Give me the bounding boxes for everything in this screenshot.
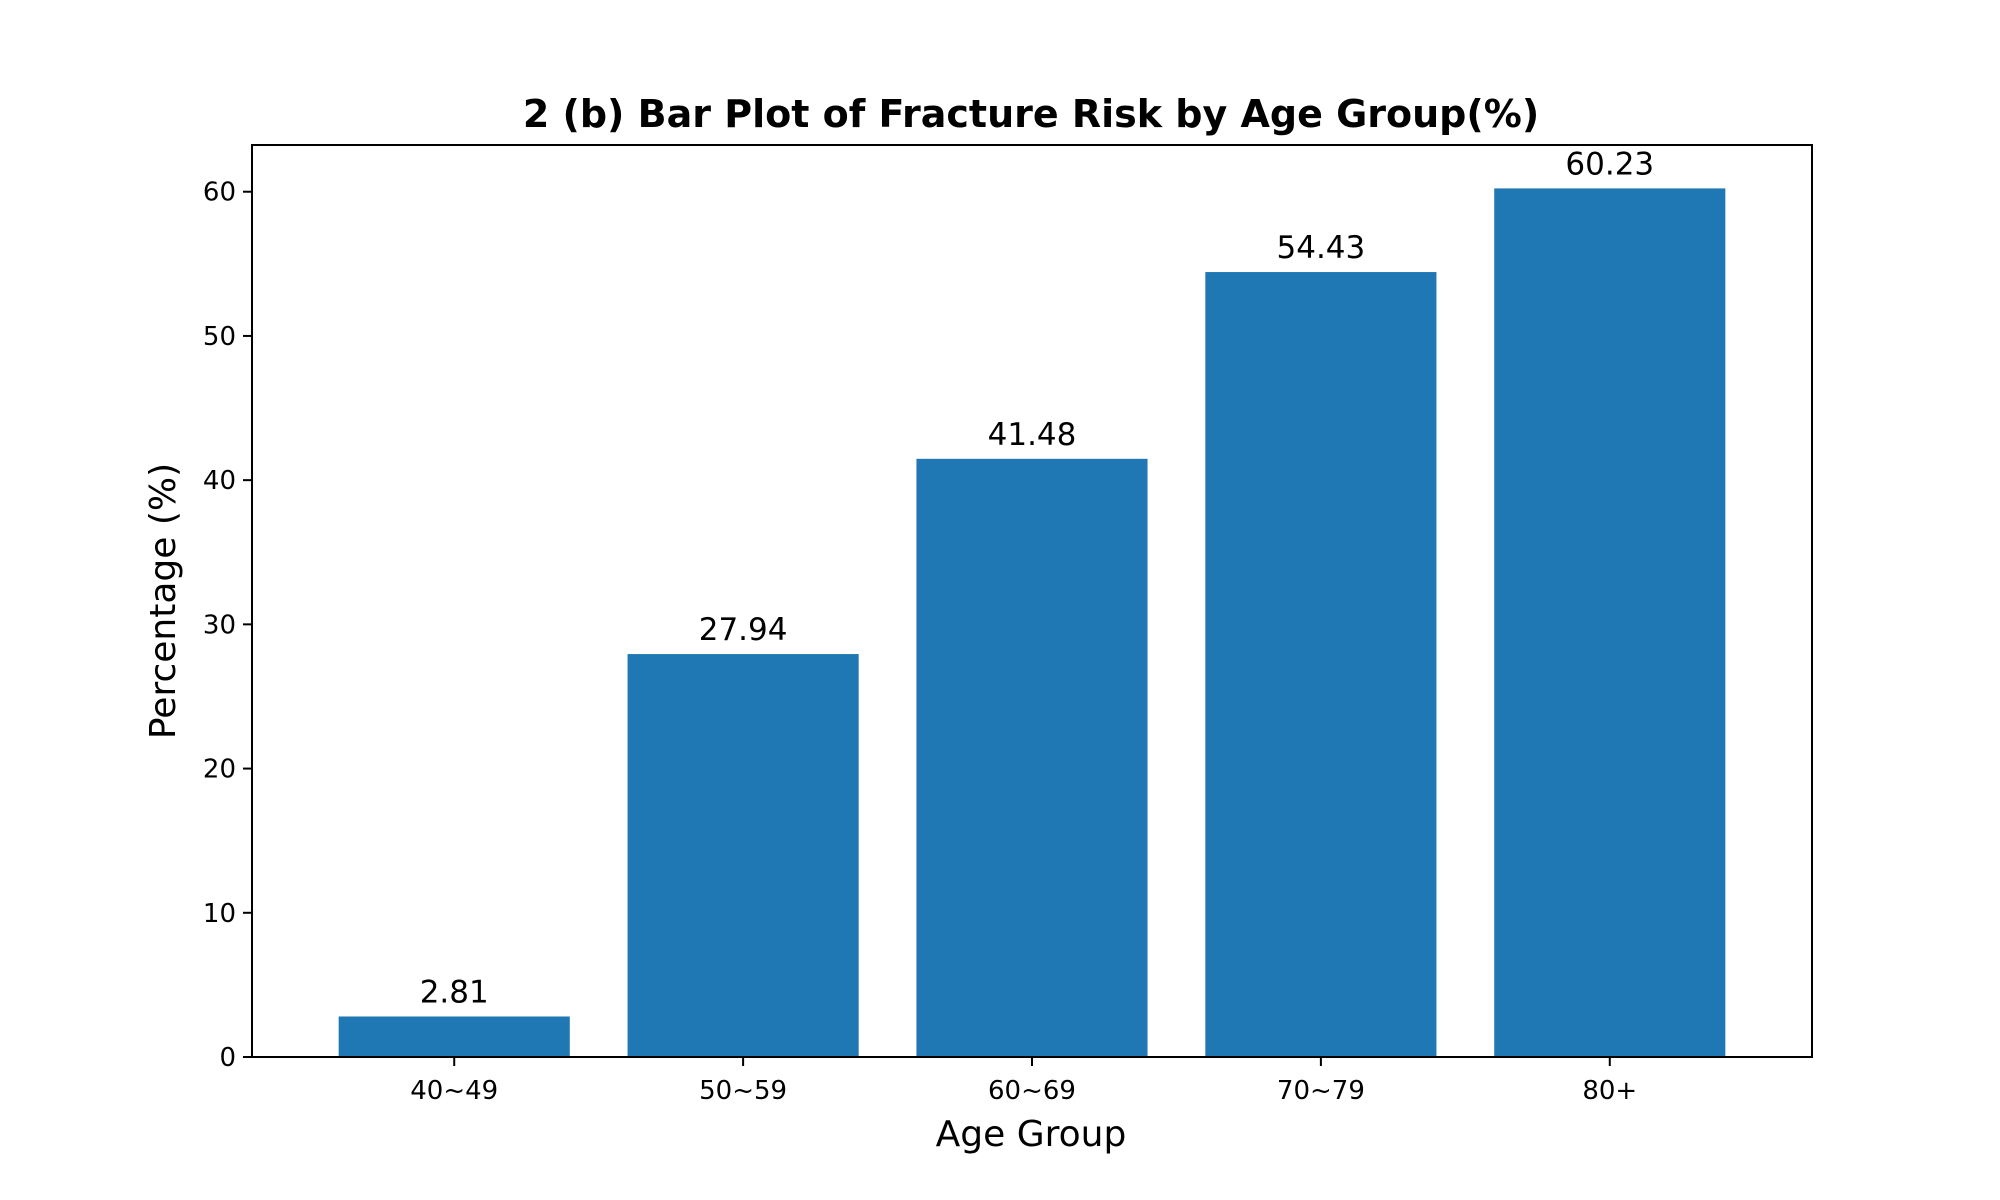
y-tick-label: 60 <box>203 178 236 208</box>
bar-50~59 <box>627 654 859 1057</box>
y-tick-label: 30 <box>203 610 236 640</box>
bar-70~79 <box>1205 272 1437 1057</box>
y-tick-label: 20 <box>203 755 236 785</box>
x-tick-label: 40~49 <box>410 1076 498 1106</box>
y-tick-label: 50 <box>203 322 236 352</box>
data-label-80+: 60.23 <box>1565 146 1654 182</box>
x-axis-ticks: 40~49 50~59 60~69 70~79 80+ <box>410 1057 1637 1106</box>
data-label-40~49: 2.81 <box>420 974 489 1010</box>
y-tick-label: 40 <box>203 466 236 496</box>
bar-40~49 <box>338 1016 570 1057</box>
x-tick-label: 70~79 <box>1277 1076 1365 1106</box>
x-tick-label: 80+ <box>1582 1076 1637 1106</box>
data-labels-layer: 2.81 27.94 41.48 54.43 60.23 <box>420 146 1654 1010</box>
x-tick-label: 60~69 <box>988 1076 1076 1106</box>
y-tick-label: 10 <box>203 899 236 929</box>
chart-title: 2 (b) Bar Plot of Fracture Risk by Age G… <box>523 92 1539 136</box>
y-axis-label: Percentage (%) <box>143 463 184 739</box>
data-label-50~59: 27.94 <box>699 612 788 648</box>
bar-60~69 <box>916 458 1148 1057</box>
data-label-70~79: 54.43 <box>1277 230 1366 266</box>
y-tick-label: 0 <box>219 1043 236 1073</box>
x-tick-label: 50~59 <box>699 1076 787 1106</box>
y-axis-ticks: 0 10 20 30 40 50 60 <box>203 178 252 1073</box>
bars-layer <box>338 188 1726 1057</box>
x-axis-label: Age Group <box>936 1114 1127 1155</box>
bar-80+ <box>1494 188 1726 1057</box>
data-label-60~69: 41.48 <box>988 417 1077 453</box>
